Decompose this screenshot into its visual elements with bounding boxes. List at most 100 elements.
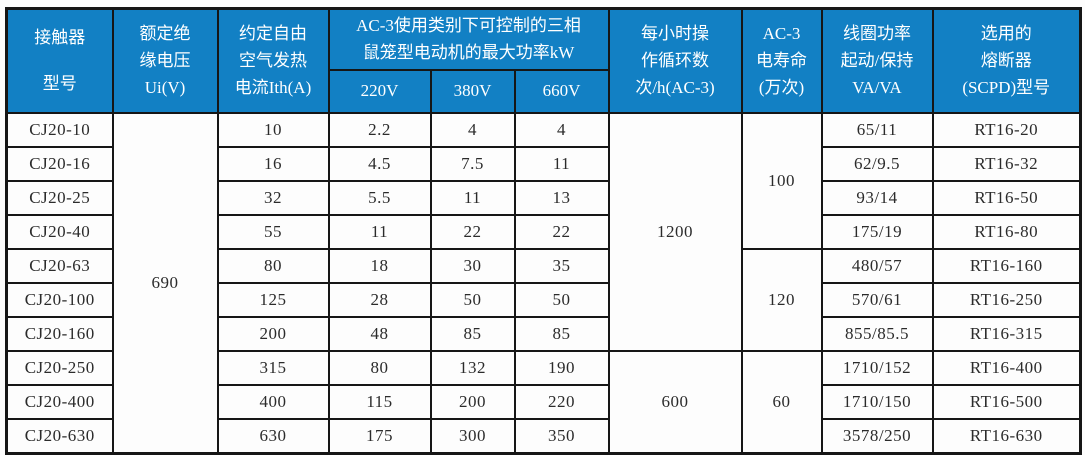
header-ac3-max-power-group: AC-3使用类别下可控制的三相 鼠笼型电动机的最大功率kW	[327, 7, 610, 71]
cell-p660: 220	[513, 383, 610, 420]
cell-p660: 50	[513, 281, 610, 318]
cell-p660: 190	[513, 349, 610, 386]
header-line: 次/h(AC-3)	[635, 78, 715, 98]
cell-fuse: RT16-20	[931, 111, 1082, 148]
cell-coil: 62/9.5	[820, 145, 934, 182]
cell-p380: 7.5	[429, 145, 516, 182]
header-line: 线圈功率	[843, 24, 911, 44]
cell-p380: 132	[429, 349, 516, 386]
cell-ith: 32	[216, 179, 330, 216]
header-line: AC-3使用类别下可控制的三相	[356, 16, 581, 36]
cell-ith: 630	[216, 417, 330, 454]
cell-p380: 30	[429, 247, 516, 284]
header-line: VA/VA	[852, 78, 902, 98]
cell-p220: 48	[327, 315, 432, 352]
header-line: 接触器	[34, 27, 86, 47]
header-row-sub: 220V 380V 660V	[7, 68, 1081, 114]
header-coil-power: 线圈功率 起动/保持 VA/VA	[820, 7, 934, 114]
cell-ith: 200	[216, 315, 330, 352]
cell-p660: 11	[513, 145, 610, 182]
table-row: CJ20-400 400 115 200 220 1710/150 RT16-5…	[5, 383, 1082, 420]
cell-life: 100	[740, 111, 823, 250]
table-row: CJ20-10 690 10 2.2 4 4 1200 100 65/11 RT…	[5, 111, 1082, 454]
cell-model: CJ20-25	[5, 179, 114, 216]
cell-p220: 5.5	[327, 179, 432, 216]
cell-p220: 28	[327, 281, 432, 318]
cell-coil: 65/11	[820, 111, 934, 148]
cell-life: 120	[740, 247, 823, 352]
header-operating-cycles: 每小时操 作循环数 次/h(AC-3)	[607, 7, 743, 114]
header-line: 鼠笼型电动机的最大功率kW	[362, 43, 575, 63]
cell-fuse: RT16-500	[931, 383, 1082, 420]
cell-p220: 2.2	[327, 111, 432, 148]
cell-p660: 22	[513, 213, 610, 250]
cell-fuse: RT16-80	[931, 213, 1082, 250]
cell-ith: 125	[216, 281, 330, 318]
cell-model: CJ20-630	[5, 417, 114, 454]
cell-ith: 80	[216, 247, 330, 284]
cell-p380: 11	[429, 179, 516, 216]
cell-coil: 93/14	[820, 179, 934, 216]
header-line: 约定自由	[239, 24, 307, 44]
cell-ith: 16	[216, 145, 330, 182]
cell-p220: 4.5	[327, 145, 432, 182]
cell-fuse: RT16-32	[931, 145, 1082, 182]
header-contactor-model: 接触器 型号	[5, 7, 114, 114]
table-body: CJ20-10 690 10 2.2 4 4 1200 100 65/11 RT…	[5, 111, 1082, 454]
cell-fuse: RT16-315	[931, 315, 1082, 352]
header-380v: 380V	[429, 68, 516, 114]
cell-model: CJ20-16	[5, 145, 114, 182]
cell-coil: 1710/150	[820, 383, 934, 420]
header-220v: 220V	[327, 68, 432, 114]
cell-model: CJ20-250	[5, 349, 114, 386]
header-line: 每小时操	[641, 24, 709, 44]
cell-p220: 11	[327, 213, 432, 250]
cell-cycles: 1200	[607, 111, 743, 352]
cell-rated-voltage: 690	[111, 111, 219, 454]
header-electrical-life: AC-3 电寿命 (万次)	[740, 7, 823, 114]
header-660v: 660V	[513, 68, 610, 114]
cell-model: CJ20-63	[5, 247, 114, 284]
header-line: 型号	[42, 73, 77, 93]
cell-p660: 85	[513, 315, 610, 352]
header-line: 熔断器	[980, 51, 1032, 71]
header-line: 缘电压	[139, 51, 191, 71]
table-row: CJ20-100 125 28 50 50 570/61 RT16-250	[5, 281, 1082, 318]
cell-p380: 4	[429, 111, 516, 148]
cell-p380: 300	[429, 417, 516, 454]
cell-fuse: RT16-400	[931, 349, 1082, 386]
cell-coil: 480/57	[820, 247, 934, 284]
header-line: 空气发热	[239, 51, 307, 71]
cell-model: CJ20-160	[5, 315, 114, 352]
cell-model: CJ20-400	[5, 383, 114, 420]
cell-ith: 10	[216, 111, 330, 148]
cell-coil: 175/19	[820, 213, 934, 250]
cell-fuse: RT16-160	[931, 247, 1082, 284]
table-row: CJ20-16 16 4.5 7.5 11 62/9.5 RT16-32	[5, 145, 1082, 182]
cell-p380: 85	[429, 315, 516, 352]
header-line: Ui(V)	[144, 78, 186, 98]
header-line: AC-3	[762, 24, 801, 44]
cell-p660: 4	[513, 111, 610, 148]
cell-fuse: RT16-630	[931, 417, 1082, 454]
cell-p220: 80	[327, 349, 432, 386]
cell-model: CJ20-10	[5, 111, 114, 148]
cell-model: CJ20-40	[5, 213, 114, 250]
cell-life: 60	[740, 349, 823, 454]
table-row: CJ20-63 80 18 30 35 120 480/57 RT16-160	[5, 247, 1082, 352]
header-thermal-current: 约定自由 空气发热 电流Ith(A)	[216, 7, 330, 114]
cell-coil: 855/85.5	[820, 315, 934, 352]
cell-cycles: 600	[607, 349, 743, 454]
header-line: (万次)	[758, 78, 805, 98]
table-header: 接触器 型号 额定绝 缘电压 Ui(V) 约定自由 空气发热 电流Ith(A) …	[5, 7, 1082, 114]
table-row: CJ20-160 200 48 85 85 855/85.5 RT16-315	[5, 315, 1082, 352]
cell-p220: 115	[327, 383, 432, 420]
cell-fuse: RT16-50	[931, 179, 1082, 216]
table-row: CJ20-40 55 11 22 22 175/19 RT16-80	[5, 213, 1082, 250]
header-rated-insulation-voltage: 额定绝 缘电压 Ui(V)	[111, 7, 219, 114]
cell-coil: 1710/152	[820, 349, 934, 386]
cell-model: CJ20-100	[5, 281, 114, 318]
cell-p660: 13	[513, 179, 610, 216]
cell-ith: 315	[216, 349, 330, 386]
cell-p380: 50	[429, 281, 516, 318]
